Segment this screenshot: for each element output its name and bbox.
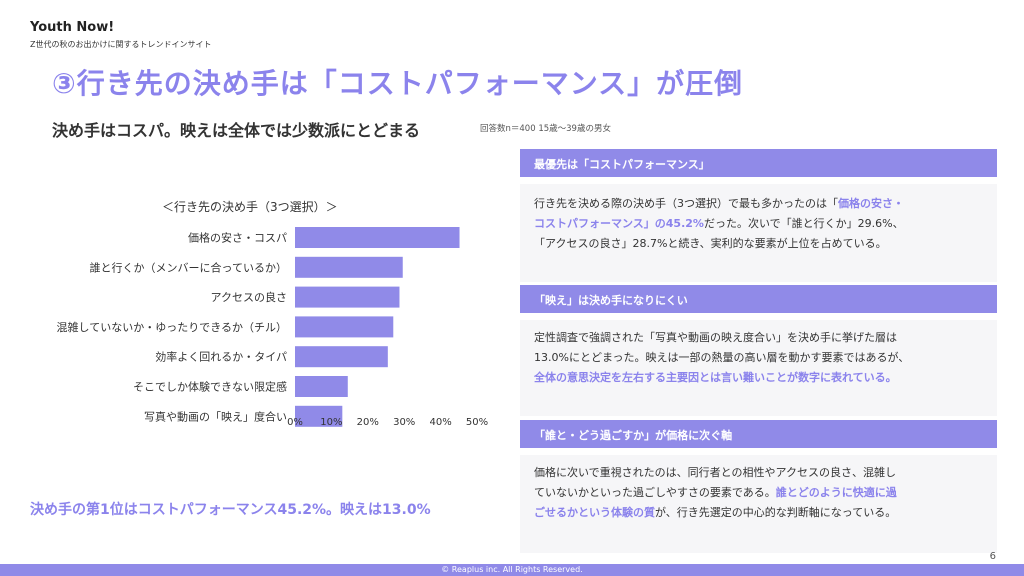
x-tick-label: 30%	[393, 417, 415, 428]
category-label: アクセスの良さ	[211, 290, 287, 304]
panel-body-who: 価格に次いで重視されたのは、同行者との相性やアクセスの良さ、混雑し ていないかとい…	[520, 455, 997, 553]
panel-line: 定性調査で強調された「写真や動画の映え度合い」を決め手に挙げた層は	[520, 328, 997, 348]
category-label: 誰と行くか（メンバーに合っているか）	[90, 260, 287, 274]
panel-heading-text: 「誰と・どう過ごすか」が価格に次ぐ軸	[534, 429, 733, 442]
panel-line: ごせるかという体験の質が、行き先選定の中心的な判断軸になっている。	[520, 503, 997, 523]
chart-title: ＜行き先の決め手（3つ選択）＞	[162, 200, 338, 214]
bar	[295, 405, 343, 427]
panel-heading-text: 「映え」は決め手になりにくい	[534, 294, 688, 307]
body-text: 13.0%にとどまった。映えは一部の熱量の高い層を動かす要素ではあるが、	[534, 351, 910, 364]
bar	[295, 376, 348, 397]
panel-line: ていないかといった過ごしやすさの要素である。誰とどのように快適に過	[520, 483, 997, 503]
panel-line: 全体の意思決定を左右する主要因とは言い難いことが数字に表れている。	[520, 368, 997, 388]
panel-heading-bae: 「映え」は決め手になりにくい	[520, 285, 997, 313]
x-tick-label: 20%	[357, 417, 379, 428]
brand-logo: Youth Now!	[30, 20, 115, 35]
copyright-text: © Reaplus inc. All Rights Reserved.	[441, 565, 583, 574]
x-tick-label: 50%	[466, 417, 488, 428]
body-text: 定性調査で強調された「写真や動画の映え度合い」を決め手に挙げた層は	[534, 331, 897, 344]
panel-line: コストパフォーマンス」の45.2%だった。次いで「誰と行くか」29.6%、	[520, 214, 997, 234]
category-label: 価格の安さ・コスパ	[188, 231, 287, 245]
bar	[295, 346, 388, 368]
page-subtitle: 決め手はコスパ。映えは全体では少数派にとどまる	[52, 121, 421, 140]
panel-heading-who: 「誰と・どう過ごすか」が価格に次ぐ軸	[520, 420, 997, 448]
panel-body-cost: 行き先を決める際の決め手（3つ選択）で最も多かったのは「価格の安さ・ コストパフォ…	[520, 184, 997, 282]
sample-note: 回答数n＝400 15歳～39歳の男女	[480, 124, 611, 134]
category-label: そこでしか体験できない限定感	[133, 380, 287, 394]
category-label: 写真や動画の「映え」度合い	[144, 409, 287, 423]
category-label: 混雑していないか・ゆったりできるか（チル）	[57, 320, 287, 334]
panel-line: 13.0%にとどまった。映えは一部の熱量の高い層を動かす要素ではあるが、	[520, 348, 997, 368]
highlight-text: ごせるかという体験の質	[534, 506, 655, 519]
footer-bar: © Reaplus inc. All Rights Reserved.	[0, 564, 1024, 576]
category-label: 効率よく回れるか・タイパ	[155, 350, 287, 364]
panel-line: 価格に次いで重視されたのは、同行者との相性やアクセスの良さ、混雑し	[520, 463, 997, 483]
panel-heading-text: 最優先は「コストパフォーマンス」	[534, 158, 710, 171]
body-text: だった。次いで「誰と行くか」29.6%、	[703, 217, 904, 230]
bar	[295, 316, 394, 338]
body-text: 価格に次いで重視されたのは、同行者との相性やアクセスの良さ、混雑し	[534, 466, 897, 479]
highlight-text: 全体の意思決定を左右する主要因とは言い難いことが数字に表れている。	[534, 371, 897, 384]
bar	[295, 256, 403, 278]
panel-body-bae: 定性調査で強調された「写真や動画の映え度合い」を決め手に挙げた層は 13.0%にと…	[520, 320, 997, 416]
body-text: ていないかといった過ごしやすさの要素である。	[534, 486, 776, 499]
body-text: 「アクセスの良さ」28.7%と続き、実利的な要素が上位を占めている。	[534, 237, 887, 250]
summary-text: 決め手の第1位はコストパフォーマンス45.2%。映えは13.0%	[30, 502, 431, 518]
bar	[295, 286, 400, 308]
highlight-text: 価格の安さ・	[838, 197, 904, 210]
x-tick-label: 40%	[429, 417, 451, 428]
panel-line: 行き先を決める際の決め手（3つ選択）で最も多かったのは「価格の安さ・	[520, 194, 997, 214]
highlight-text: コストパフォーマンス」の45.2%	[534, 217, 704, 230]
page-title: ③行き先の決め手は「コストパフォーマンス」が圧倒	[52, 67, 744, 100]
panel-heading-cost: 最優先は「コストパフォーマンス」	[520, 149, 997, 177]
bar	[295, 227, 460, 248]
highlight-text: 誰とどのように快適に過	[775, 486, 897, 499]
x-tick-label: 0%	[287, 417, 303, 428]
body-text: 行き先を決める際の決め手（3つ選択）で最も多かったのは「	[534, 197, 838, 210]
panel-line: 「アクセスの良さ」28.7%と続き、実利的な要素が上位を占めている。	[520, 234, 997, 254]
x-tick-label: 10%	[320, 417, 342, 428]
page-number: 6	[989, 551, 996, 562]
body-text: が、行き先選定の中心的な判断軸になっている。	[655, 506, 897, 519]
brand-subtitle: Z世代の秋のお出かけに関するトレンドインサイト	[30, 40, 212, 49]
